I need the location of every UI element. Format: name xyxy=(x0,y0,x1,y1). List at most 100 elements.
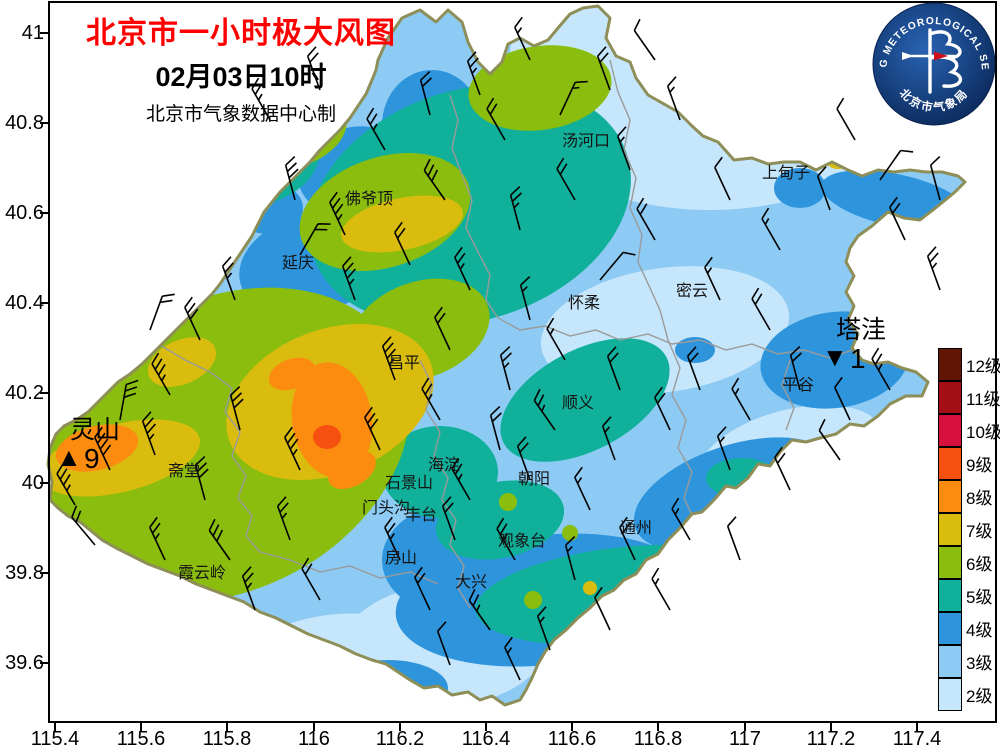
y-tick-label: 40.2 xyxy=(5,382,44,404)
legend-swatch xyxy=(938,446,962,480)
wind-barb xyxy=(466,51,481,96)
legend-label: 8级 xyxy=(966,489,993,508)
place-label: 怀柔 xyxy=(568,294,600,312)
wind-barb xyxy=(716,426,731,471)
legend-label: 7级 xyxy=(966,522,993,541)
legend-item: 9级 xyxy=(938,446,1000,480)
contour-region-8级 xyxy=(268,357,316,391)
legend-label: 10级 xyxy=(966,423,1000,442)
wind-barb xyxy=(454,246,471,291)
logo-circle xyxy=(872,2,996,126)
wind-barb xyxy=(514,16,531,61)
contour-region-7级 xyxy=(341,195,463,253)
contour-region-5级 xyxy=(706,458,778,498)
wind-barb xyxy=(71,505,96,546)
wind-barb xyxy=(616,126,631,171)
wind-level-legend: 12级 11级 10级 9级 8级 7级 6级 5级 4级 3级 2级 xyxy=(938,347,1000,711)
axes-frame xyxy=(40,1,997,731)
legend-label: 9级 xyxy=(966,456,993,475)
district-line xyxy=(781,359,795,431)
place-label: 大兴 xyxy=(455,573,487,591)
x-tick-label: 115.4 xyxy=(30,728,80,750)
wind-barb xyxy=(434,306,451,351)
wind-barb xyxy=(329,191,346,236)
y-tick-label: 41 xyxy=(21,22,44,44)
place-label: 石景山 xyxy=(385,474,433,492)
contour-region-7级 xyxy=(147,337,217,387)
x-tick-label: 117.2 xyxy=(806,728,856,750)
legend-swatch xyxy=(938,479,962,513)
wind-barb xyxy=(516,436,531,481)
wind-barb xyxy=(149,516,166,561)
contour-region-8级 xyxy=(55,424,139,472)
contour-region-5级 xyxy=(435,480,565,560)
logo-pennant-red xyxy=(934,51,948,61)
wind-barb xyxy=(654,386,671,431)
wind-barb xyxy=(299,223,331,256)
wind-barb xyxy=(194,456,209,501)
wind-barb xyxy=(596,46,611,91)
place-label: 斋堂 xyxy=(168,462,200,480)
wind-barb xyxy=(504,636,521,681)
wind-barb xyxy=(184,296,201,341)
contour-region-6级 xyxy=(468,45,612,131)
wind-barb xyxy=(221,256,236,301)
wind-barb xyxy=(704,256,721,301)
wind-barb xyxy=(419,71,432,116)
legend-label: 6级 xyxy=(966,555,993,574)
wind-barb xyxy=(789,346,802,391)
contour-region-4级 xyxy=(774,168,826,208)
legend-label: 5级 xyxy=(966,588,993,607)
place-label: 丰台 xyxy=(405,506,437,524)
wind-barb xyxy=(619,516,636,561)
wind-barb xyxy=(816,166,831,211)
station-value: 9 xyxy=(84,443,100,474)
wind-barb xyxy=(499,346,512,391)
station-min: 塔洼▼ 1 xyxy=(822,316,886,374)
legend-item: 12级 xyxy=(938,347,1000,381)
map-datetime: 02月03日10时 xyxy=(155,62,327,92)
contour-region-9级 xyxy=(313,425,341,449)
wind-barb xyxy=(889,196,906,241)
wind-barbs xyxy=(56,16,941,681)
legend-label: 11级 xyxy=(966,390,1000,409)
wind-barb xyxy=(556,157,576,201)
y-tick-label: 40.6 xyxy=(5,202,44,224)
wind-barb xyxy=(761,207,781,251)
wind-barb xyxy=(149,293,175,331)
wind-barb xyxy=(208,518,231,561)
x-tick-label: 116.4 xyxy=(461,728,511,750)
legend-item: 3级 xyxy=(938,644,1000,678)
wind-barb xyxy=(364,406,381,451)
legend-swatch xyxy=(938,611,962,645)
x-tick-label: 116.8 xyxy=(633,728,683,750)
station-value: 1 xyxy=(850,343,866,374)
station-max: 灵山▲ 9 xyxy=(56,416,120,474)
legend-swatch xyxy=(938,545,962,579)
beijing-boundary xyxy=(46,4,967,707)
place-label: 上甸子 xyxy=(762,164,810,182)
wind-barb xyxy=(519,276,531,321)
legend-label: 12级 xyxy=(966,357,1000,376)
contour-region-6级 xyxy=(562,525,578,541)
logo-windvane-icon xyxy=(906,28,963,94)
wind-barb xyxy=(119,379,139,421)
wind-barb xyxy=(489,406,502,451)
wind-barb xyxy=(834,376,851,421)
contour-region-4级 xyxy=(675,337,715,363)
contour-region-6级 xyxy=(499,493,517,511)
wind-barb xyxy=(301,557,321,601)
wind-barb xyxy=(751,287,771,331)
wind-barb xyxy=(56,462,76,506)
map-title: 北京市一小时极大风图 xyxy=(86,17,396,50)
legend-label: 4级 xyxy=(966,621,993,640)
wind-barb xyxy=(686,346,701,391)
wind-barb xyxy=(636,197,656,241)
y-tick-label: 39.8 xyxy=(5,562,44,584)
wind-barb xyxy=(496,517,516,561)
contour-region-6级 xyxy=(524,591,542,609)
wind-barb xyxy=(381,336,397,381)
district-line xyxy=(449,94,499,319)
y-tick-label: 39.6 xyxy=(5,652,44,674)
